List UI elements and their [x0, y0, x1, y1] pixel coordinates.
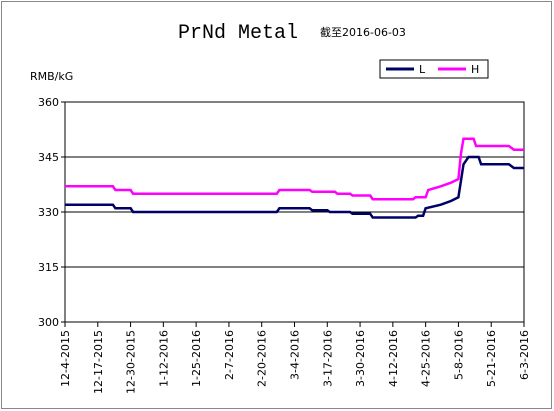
y-tick-label: 330 — [38, 206, 59, 219]
x-tick-label: 2-7-2016 — [223, 330, 236, 380]
y-tick-label: 345 — [38, 151, 59, 164]
x-tick-label: 3-4-2016 — [289, 330, 302, 380]
y-tick-label: 315 — [38, 261, 59, 274]
x-tick-label: 4-25-2016 — [420, 330, 433, 387]
legend — [379, 59, 489, 79]
x-tick-label: 1-25-2016 — [190, 330, 203, 387]
x-tick-label: 12-30-2015 — [125, 330, 138, 394]
x-tick-label: 5-8-2016 — [452, 330, 465, 380]
x-tick-label: 12-17-2015 — [92, 330, 105, 394]
legend-label: H — [471, 63, 479, 76]
x-tick-label: 6-3-2016 — [518, 330, 531, 380]
x-tick-label: 3-30-2016 — [354, 330, 367, 387]
y-tick-label: 360 — [38, 96, 59, 109]
x-tick-label: 12-4-2015 — [59, 330, 72, 387]
x-tick-label: 5-21-2016 — [485, 330, 498, 387]
x-tick-label: 2-20-2016 — [256, 330, 269, 387]
x-tick-label: 3-17-2016 — [321, 330, 334, 387]
y-axis-label: RMB/kG — [30, 70, 73, 83]
chart-subtitle: 截至2016-06-03 — [320, 25, 406, 39]
legend-label: L — [419, 63, 426, 76]
series-line — [65, 137, 524, 201]
y-tick-label: 300 — [38, 316, 59, 329]
series-line — [65, 155, 524, 219]
x-tick-label: 1-12-2016 — [157, 330, 170, 387]
chart-title: PrNd Metal — [178, 22, 298, 45]
x-tick-label: 4-12-2016 — [387, 330, 400, 387]
